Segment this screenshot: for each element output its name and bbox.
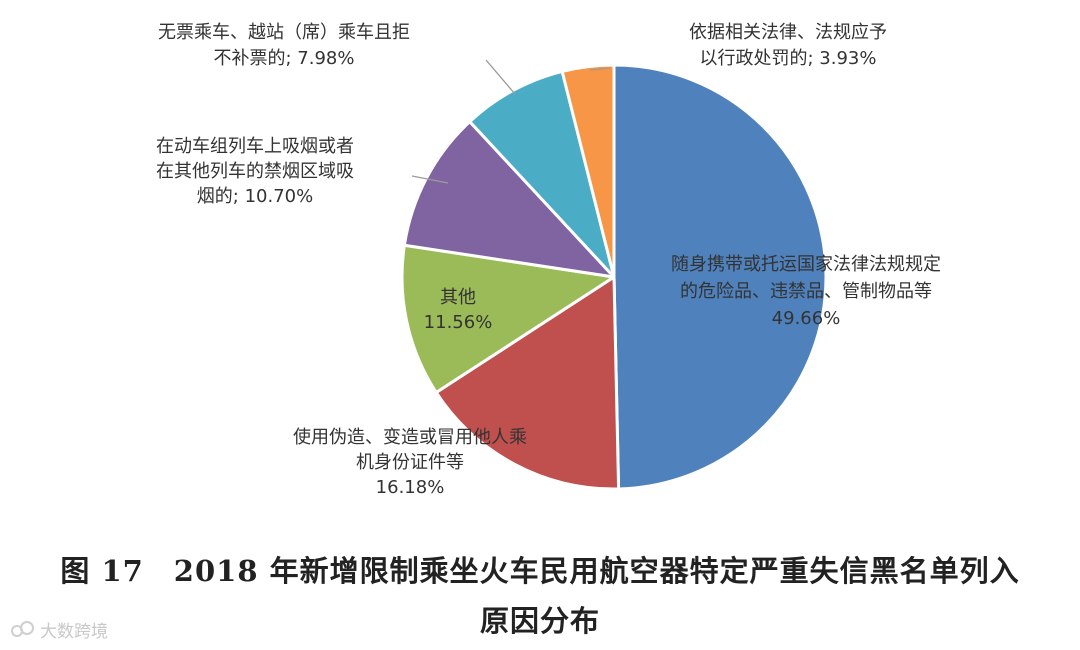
pie-slice-other [400, 243, 616, 394]
watermark-text: 大数跨境 [40, 622, 108, 642]
slice-percent-label: 49.66% [772, 308, 841, 329]
pie-slice-dangerous-items [612, 63, 828, 491]
slice-label-line: 的危险品、违禁品、管制物品等 [680, 281, 932, 302]
leader-line-smoking [411, 175, 449, 184]
leader-line-no-ticket [485, 59, 516, 95]
pie-slice-administrative-penalty [560, 63, 616, 279]
slice-label-line: 不补票的; 7.98% [214, 48, 355, 69]
slice-label-line: 使用伪造、变造或冒用他人乘 [293, 427, 527, 448]
slice-label-dangerous-items: 随身携带或托运国家法律法规规定的危险品、违禁品、管制物品等 49.66% [671, 254, 941, 329]
slice-label-other: 其他 11.56% [424, 287, 493, 333]
figure-caption-line-1: 图 17 2018 年新增限制乘坐火车民用航空器特定严重失信黑名单列入 [60, 554, 1020, 588]
slice-label-line: 其他 [440, 287, 476, 308]
watermark-logo-icon [11, 620, 34, 637]
slice-label-line: 无票乘车、越站（席）乘车且拒 [158, 22, 410, 43]
slice-label-line: 在动车组列车上吸烟或者 [156, 136, 354, 157]
slice-label-no-ticket: 无票乘车、越站（席）乘车且拒不补票的; 7.98% [158, 22, 410, 69]
slice-percent-label: 16.18% [376, 477, 445, 498]
watermark: 大数跨境 [10, 617, 108, 642]
slice-label-line: 以行政处罚的; 3.93% [700, 48, 877, 69]
slice-percent-label: 11.56% [424, 312, 493, 333]
slice-label-forged-id: 使用伪造、变造或冒用他人乘机身份证件等 16.18% [293, 427, 527, 498]
slice-label-line: 随身携带或托运国家法律法规规定 [671, 254, 941, 275]
slice-label-smoking: 在动车组列车上吸烟或者在其他列车的禁烟区域吸烟的; 10.70% [156, 136, 354, 207]
slice-label-line: 依据相关法律、法规应予 [689, 22, 887, 43]
figure-caption-line-2: 原因分布 [479, 604, 600, 638]
slice-label-line: 烟的; 10.70% [197, 186, 313, 207]
slice-label-administrative-penalty: 依据相关法律、法规应予以行政处罚的; 3.93% [689, 22, 887, 69]
pie-slice-smoking [402, 120, 616, 279]
slice-label-line: 机身份证件等 [356, 452, 464, 473]
slice-label-line: 在其他列车的禁烟区域吸 [156, 161, 354, 182]
pie-chart: 随身携带或托运国家法律法规规定的危险品、违禁品、管制物品等 49.66% 使用伪造、… [156, 22, 941, 498]
leader-line-administrative-penalty [589, 67, 611, 71]
pie-slice-forged-id [434, 275, 621, 491]
